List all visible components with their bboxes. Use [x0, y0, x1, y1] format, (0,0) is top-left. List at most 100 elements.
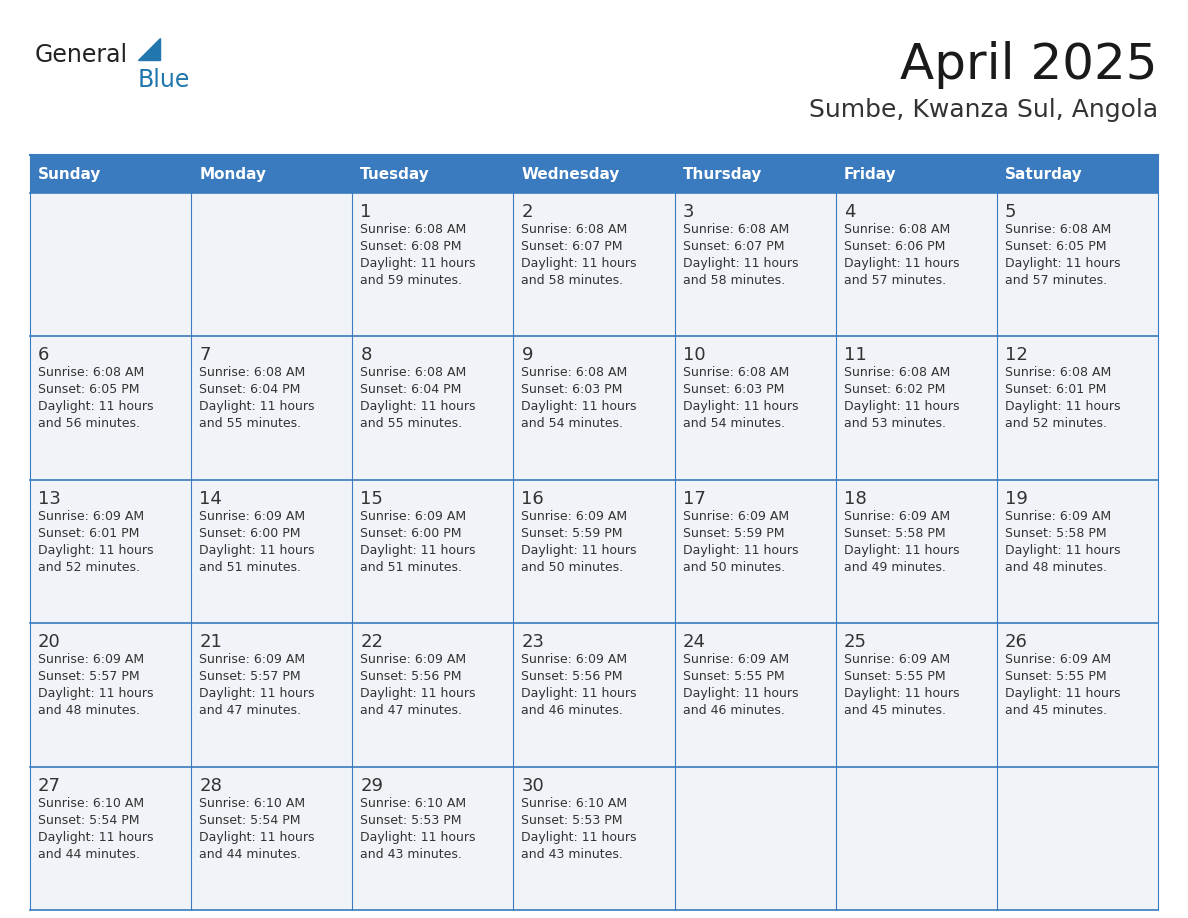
Text: 8: 8	[360, 346, 372, 364]
Text: Saturday: Saturday	[1005, 166, 1082, 182]
Text: Sunrise: 6:08 AM
Sunset: 6:03 PM
Daylight: 11 hours
and 54 minutes.: Sunrise: 6:08 AM Sunset: 6:03 PM Dayligh…	[522, 366, 637, 431]
Bar	[30, 767, 191, 910]
Text: Sunrise: 6:09 AM
Sunset: 5:58 PM
Daylight: 11 hours
and 48 minutes.: Sunrise: 6:09 AM Sunset: 5:58 PM Dayligh…	[1005, 509, 1120, 574]
Text: Sunrise: 6:09 AM
Sunset: 6:00 PM
Daylight: 11 hours
and 51 minutes.: Sunrise: 6:09 AM Sunset: 6:00 PM Dayligh…	[360, 509, 475, 574]
Text: Sunrise: 6:09 AM
Sunset: 5:58 PM
Daylight: 11 hours
and 49 minutes.: Sunrise: 6:09 AM Sunset: 5:58 PM Dayligh…	[843, 509, 959, 574]
Bar	[835, 480, 997, 623]
Text: 18: 18	[843, 490, 866, 508]
Text: 24: 24	[683, 633, 706, 651]
Text: Sumbe, Kwanza Sul, Angola: Sumbe, Kwanza Sul, Angola	[809, 98, 1158, 122]
Text: 26: 26	[1005, 633, 1028, 651]
Bar	[513, 480, 675, 623]
Bar	[997, 155, 1158, 193]
Bar	[513, 155, 675, 193]
Text: Sunrise: 6:08 AM
Sunset: 6:02 PM
Daylight: 11 hours
and 53 minutes.: Sunrise: 6:08 AM Sunset: 6:02 PM Dayligh…	[843, 366, 959, 431]
Text: 30: 30	[522, 777, 544, 795]
Text: 22: 22	[360, 633, 384, 651]
Bar	[30, 155, 191, 193]
Text: Sunrise: 6:09 AM
Sunset: 5:55 PM
Daylight: 11 hours
and 45 minutes.: Sunrise: 6:09 AM Sunset: 5:55 PM Dayligh…	[1005, 654, 1120, 717]
Text: 16: 16	[522, 490, 544, 508]
Bar	[513, 767, 675, 910]
Bar	[835, 623, 997, 767]
Text: 17: 17	[683, 490, 706, 508]
Text: 15: 15	[360, 490, 384, 508]
Bar	[513, 336, 675, 480]
Text: 5: 5	[1005, 203, 1017, 221]
Text: 2: 2	[522, 203, 533, 221]
Text: 29: 29	[360, 777, 384, 795]
Text: 14: 14	[200, 490, 222, 508]
Bar	[835, 767, 997, 910]
Bar	[30, 480, 191, 623]
Text: General: General	[34, 43, 128, 67]
Text: Sunrise: 6:08 AM
Sunset: 6:04 PM
Daylight: 11 hours
and 55 minutes.: Sunrise: 6:08 AM Sunset: 6:04 PM Dayligh…	[200, 366, 315, 431]
Bar	[353, 767, 513, 910]
Text: Friday: Friday	[843, 166, 896, 182]
Text: Sunrise: 6:09 AM
Sunset: 5:59 PM
Daylight: 11 hours
and 50 minutes.: Sunrise: 6:09 AM Sunset: 5:59 PM Dayligh…	[683, 509, 798, 574]
Text: Thursday: Thursday	[683, 166, 762, 182]
Text: 6: 6	[38, 346, 50, 364]
Text: 1: 1	[360, 203, 372, 221]
Bar	[675, 480, 835, 623]
Text: Sunrise: 6:09 AM
Sunset: 5:57 PM
Daylight: 11 hours
and 48 minutes.: Sunrise: 6:09 AM Sunset: 5:57 PM Dayligh…	[38, 654, 153, 717]
Text: 25: 25	[843, 633, 867, 651]
Text: 11: 11	[843, 346, 866, 364]
Bar	[997, 623, 1158, 767]
Bar	[191, 193, 353, 336]
Bar	[675, 193, 835, 336]
Text: Sunrise: 6:09 AM
Sunset: 5:55 PM
Daylight: 11 hours
and 45 minutes.: Sunrise: 6:09 AM Sunset: 5:55 PM Dayligh…	[843, 654, 959, 717]
Bar	[675, 336, 835, 480]
Bar	[835, 193, 997, 336]
Bar	[835, 336, 997, 480]
Text: 9: 9	[522, 346, 533, 364]
Bar	[997, 767, 1158, 910]
Text: Sunrise: 6:10 AM
Sunset: 5:53 PM
Daylight: 11 hours
and 43 minutes.: Sunrise: 6:10 AM Sunset: 5:53 PM Dayligh…	[360, 797, 475, 860]
Text: Monday: Monday	[200, 166, 266, 182]
Text: Sunrise: 6:10 AM
Sunset: 5:54 PM
Daylight: 11 hours
and 44 minutes.: Sunrise: 6:10 AM Sunset: 5:54 PM Dayligh…	[38, 797, 153, 860]
Bar	[675, 623, 835, 767]
Text: 27: 27	[38, 777, 61, 795]
Bar	[353, 480, 513, 623]
Bar	[30, 623, 191, 767]
Text: Sunday: Sunday	[38, 166, 101, 182]
Text: Sunrise: 6:09 AM
Sunset: 6:00 PM
Daylight: 11 hours
and 51 minutes.: Sunrise: 6:09 AM Sunset: 6:00 PM Dayligh…	[200, 509, 315, 574]
Text: April 2025: April 2025	[901, 41, 1158, 89]
Text: 7: 7	[200, 346, 210, 364]
Bar	[353, 155, 513, 193]
Bar	[30, 193, 191, 336]
Text: Sunrise: 6:08 AM
Sunset: 6:07 PM
Daylight: 11 hours
and 58 minutes.: Sunrise: 6:08 AM Sunset: 6:07 PM Dayligh…	[683, 223, 798, 287]
Bar	[997, 336, 1158, 480]
Text: Sunrise: 6:09 AM
Sunset: 5:55 PM
Daylight: 11 hours
and 46 minutes.: Sunrise: 6:09 AM Sunset: 5:55 PM Dayligh…	[683, 654, 798, 717]
Text: 4: 4	[843, 203, 855, 221]
Text: Sunrise: 6:09 AM
Sunset: 6:01 PM
Daylight: 11 hours
and 52 minutes.: Sunrise: 6:09 AM Sunset: 6:01 PM Dayligh…	[38, 509, 153, 574]
Polygon shape	[138, 38, 160, 60]
Text: 20: 20	[38, 633, 61, 651]
Text: Sunrise: 6:09 AM
Sunset: 5:56 PM
Daylight: 11 hours
and 47 minutes.: Sunrise: 6:09 AM Sunset: 5:56 PM Dayligh…	[360, 654, 475, 717]
Text: 19: 19	[1005, 490, 1028, 508]
Text: Sunrise: 6:08 AM
Sunset: 6:05 PM
Daylight: 11 hours
and 56 minutes.: Sunrise: 6:08 AM Sunset: 6:05 PM Dayligh…	[38, 366, 153, 431]
Text: Sunrise: 6:10 AM
Sunset: 5:53 PM
Daylight: 11 hours
and 43 minutes.: Sunrise: 6:10 AM Sunset: 5:53 PM Dayligh…	[522, 797, 637, 860]
Text: Sunrise: 6:10 AM
Sunset: 5:54 PM
Daylight: 11 hours
and 44 minutes.: Sunrise: 6:10 AM Sunset: 5:54 PM Dayligh…	[200, 797, 315, 860]
Text: Sunrise: 6:08 AM
Sunset: 6:04 PM
Daylight: 11 hours
and 55 minutes.: Sunrise: 6:08 AM Sunset: 6:04 PM Dayligh…	[360, 366, 475, 431]
Bar	[30, 336, 191, 480]
Text: Wednesday: Wednesday	[522, 166, 620, 182]
Bar	[675, 155, 835, 193]
Bar	[191, 155, 353, 193]
Bar	[191, 623, 353, 767]
Text: Sunrise: 6:08 AM
Sunset: 6:05 PM
Daylight: 11 hours
and 57 minutes.: Sunrise: 6:08 AM Sunset: 6:05 PM Dayligh…	[1005, 223, 1120, 287]
Text: Sunrise: 6:08 AM
Sunset: 6:07 PM
Daylight: 11 hours
and 58 minutes.: Sunrise: 6:08 AM Sunset: 6:07 PM Dayligh…	[522, 223, 637, 287]
Text: 13: 13	[38, 490, 61, 508]
Bar	[353, 336, 513, 480]
Text: 3: 3	[683, 203, 694, 221]
Bar	[353, 623, 513, 767]
Bar	[353, 193, 513, 336]
Text: Sunrise: 6:08 AM
Sunset: 6:06 PM
Daylight: 11 hours
and 57 minutes.: Sunrise: 6:08 AM Sunset: 6:06 PM Dayligh…	[843, 223, 959, 287]
Text: 10: 10	[683, 346, 706, 364]
Text: 23: 23	[522, 633, 544, 651]
Text: Blue: Blue	[138, 68, 190, 92]
Bar	[513, 623, 675, 767]
Text: Sunrise: 6:09 AM
Sunset: 5:56 PM
Daylight: 11 hours
and 46 minutes.: Sunrise: 6:09 AM Sunset: 5:56 PM Dayligh…	[522, 654, 637, 717]
Text: Sunrise: 6:08 AM
Sunset: 6:01 PM
Daylight: 11 hours
and 52 minutes.: Sunrise: 6:08 AM Sunset: 6:01 PM Dayligh…	[1005, 366, 1120, 431]
Text: Sunrise: 6:09 AM
Sunset: 5:59 PM
Daylight: 11 hours
and 50 minutes.: Sunrise: 6:09 AM Sunset: 5:59 PM Dayligh…	[522, 509, 637, 574]
Bar	[191, 480, 353, 623]
